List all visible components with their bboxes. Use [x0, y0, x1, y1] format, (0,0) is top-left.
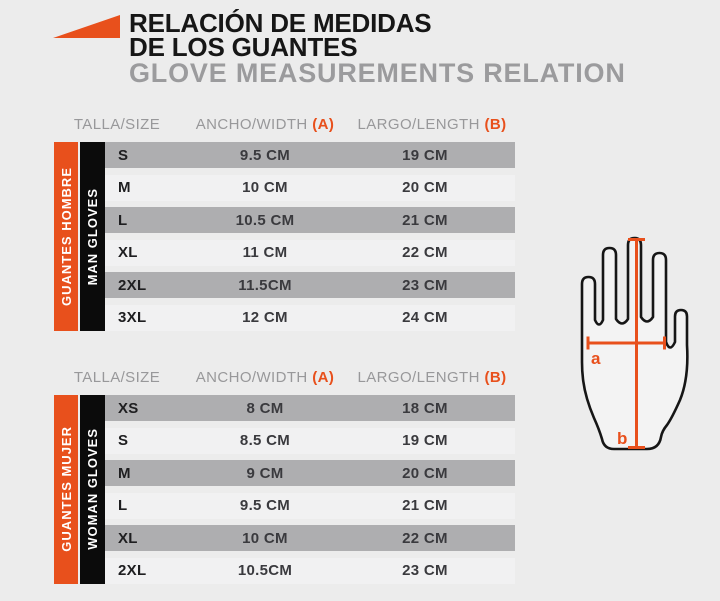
men-side-label-es: GUANTES HOMBRE	[54, 142, 78, 331]
table-row: XS 8 CM 18 CM	[105, 395, 515, 421]
table-row: XL 11 CM 22 CM	[105, 239, 515, 266]
table-row: S 8.5 CM 19 CM	[105, 427, 515, 454]
length-cell: 22 CM	[402, 529, 448, 547]
column-headers: TALLA/SIZE ANCHO/WIDTH (A) LARGO/LENGTH …	[54, 116, 515, 134]
width-cell: 9.5 CM	[239, 497, 291, 514]
women-gloves-table: TALLA/SIZE ANCHO/WIDTH (A) LARGO/LENGTH …	[54, 369, 515, 584]
length-cell: 22 CM	[402, 244, 448, 261]
page-title-block: RELACIÓN DE MEDIDAS DE LOS GUANTES GLOVE…	[129, 8, 626, 88]
men-side-label-en: MAN GLOVES	[80, 142, 105, 331]
length-cell: 19 CM	[402, 146, 448, 164]
size-cell: 3XL	[118, 309, 147, 326]
width-cell: 9 CM	[246, 464, 284, 482]
length-key-b: (B)	[484, 369, 507, 386]
measure-line-a	[586, 336, 666, 350]
width-cell: 12 CM	[242, 309, 288, 326]
size-cell: L	[118, 497, 128, 514]
table-row: L 10.5 CM 21 CM	[105, 207, 515, 233]
width-cell: 8.5 CM	[239, 432, 291, 449]
table-row: M 10 CM 20 CM	[105, 174, 515, 201]
col-header-width: ANCHO/WIDTH (A)	[195, 116, 335, 133]
table-row: L 9.5 CM 21 CM	[105, 492, 515, 519]
title-es-line1: RELACIÓN DE MEDIDAS	[129, 8, 432, 38]
table-row: 2XL 11.5CM 23 CM	[105, 272, 515, 298]
length-cell: 21 CM	[402, 497, 448, 514]
length-cell: 23 CM	[402, 562, 448, 579]
size-cell: XS	[118, 399, 139, 417]
label-b: b	[617, 429, 627, 448]
length-cell: 21 CM	[402, 211, 448, 229]
hand-measurement-diagram: a b	[580, 236, 689, 451]
length-cell: 20 CM	[402, 464, 448, 482]
size-cell: S	[118, 432, 129, 449]
women-rows: XS 8 CM 18 CM S 8.5 CM 19 CM M 9 CM 20 C…	[105, 395, 515, 584]
men-gloves-table: TALLA/SIZE ANCHO/WIDTH (A) LARGO/LENGTH …	[54, 116, 515, 331]
size-cell: L	[118, 211, 128, 229]
title-en: GLOVE MEASUREMENTS RELATION	[129, 58, 626, 88]
size-cell: XL	[118, 529, 138, 547]
size-cell: 2XL	[118, 562, 147, 579]
size-cell: M	[118, 179, 131, 196]
length-cell: 24 CM	[402, 309, 448, 326]
col-header-size: TALLA/SIZE	[73, 116, 161, 133]
label-a: a	[591, 349, 601, 368]
col-header-size: TALLA/SIZE	[73, 369, 161, 386]
width-cell: 8 CM	[246, 399, 284, 417]
women-table-body: GUANTES MUJER WOMAN GLOVES XS 8 CM 18 CM…	[54, 395, 515, 584]
size-cell: S	[118, 146, 129, 164]
table-row: 3XL 12 CM 24 CM	[105, 304, 515, 331]
brand-logo-triangle-icon	[53, 15, 120, 38]
size-cell: M	[118, 464, 131, 482]
column-headers: TALLA/SIZE ANCHO/WIDTH (A) LARGO/LENGTH …	[54, 369, 515, 387]
table-row: 2XL 10.5CM 23 CM	[105, 557, 515, 584]
length-cell: 18 CM	[402, 399, 448, 417]
length-cell: 20 CM	[402, 179, 448, 196]
table-row: XL 10 CM 22 CM	[105, 525, 515, 551]
women-side-label-es: GUANTES MUJER	[54, 395, 78, 584]
width-key-a: (A)	[312, 369, 335, 386]
men-table-body: GUANTES HOMBRE MAN GLOVES S 9.5 CM 19 CM…	[54, 142, 515, 331]
width-cell: 10.5CM	[237, 562, 293, 579]
table-row: S 9.5 CM 19 CM	[105, 142, 515, 168]
length-cell: 19 CM	[402, 432, 448, 449]
length-key-b: (B)	[484, 116, 507, 133]
col-header-width: ANCHO/WIDTH (A)	[195, 369, 335, 386]
size-cell: 2XL	[118, 276, 147, 294]
col-header-length: LARGO/LENGTH (B)	[357, 369, 507, 386]
width-cell: 11 CM	[242, 244, 288, 261]
width-cell: 9.5 CM	[239, 146, 291, 164]
men-rows: S 9.5 CM 19 CM M 10 CM 20 CM L 10.5 CM 2…	[105, 142, 515, 331]
length-cell: 23 CM	[402, 276, 448, 294]
col-header-length: LARGO/LENGTH (B)	[357, 116, 507, 133]
width-cell: 10.5 CM	[235, 211, 295, 229]
width-cell: 10 CM	[242, 529, 288, 547]
width-cell: 11.5CM	[238, 276, 292, 294]
width-cell: 10 CM	[242, 179, 288, 196]
width-key-a: (A)	[312, 116, 335, 133]
title-es-line2: DE LOS GUANTES	[129, 32, 358, 62]
women-side-label-en: WOMAN GLOVES	[80, 395, 105, 584]
table-row: M 9 CM 20 CM	[105, 460, 515, 486]
size-cell: XL	[118, 244, 138, 261]
